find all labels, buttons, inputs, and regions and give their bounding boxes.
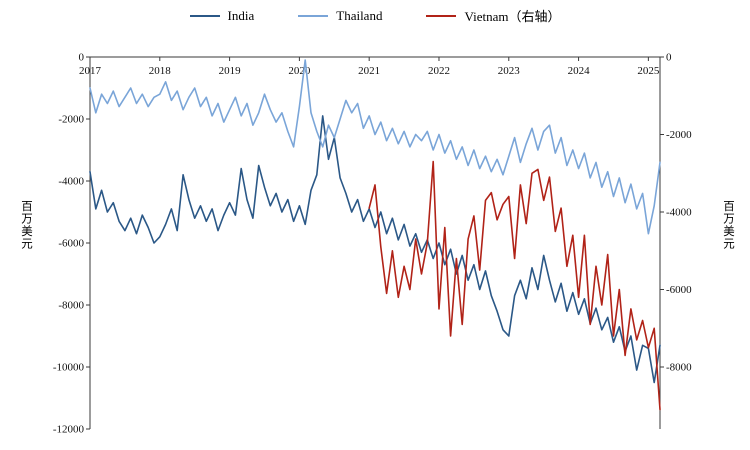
x-axis-tick-label: 2023 (498, 65, 521, 77)
right-axis-title: 百万美元 (722, 200, 734, 250)
x-axis-tick-label: 2021 (358, 65, 380, 77)
x-axis-tick-label: 2020 (288, 65, 311, 77)
legend-line-swatch-thailand (298, 14, 329, 17)
legend-item-vietnam: Vietnam（右轴） (426, 6, 560, 25)
left-axis-tick-label: 0 (79, 52, 85, 64)
right-axis-tick-label: -4000 (666, 207, 692, 219)
right-axis-tick-label: -6000 (666, 284, 692, 296)
right-axis-tick-label: -8000 (666, 362, 692, 374)
legend-label-india: India (227, 7, 255, 23)
x-axis-tick-label: 2024 (568, 65, 591, 77)
left-axis-tick-label: -10000 (53, 362, 85, 374)
legend-label-thailand: Thailand (336, 7, 383, 23)
series-line-vietnam (368, 160, 661, 411)
right-axis-tick-label: 0 (666, 52, 672, 64)
left-axis-title: 百万美元 (20, 200, 32, 250)
legend-item-india: India (189, 7, 255, 24)
left-axis-tick-label: -6000 (58, 238, 84, 250)
x-axis-tick-label: 2017 (79, 65, 102, 77)
x-axis-tick-label: 2022 (428, 65, 450, 77)
legend-line-swatch-vietnam (426, 14, 457, 17)
series-line-thailand (89, 59, 661, 235)
x-axis-tick-label: 2025 (637, 65, 660, 77)
left-axis-tick-label: -2000 (58, 114, 84, 126)
series-line-india (89, 115, 661, 384)
legend-item-thailand: Thailand (298, 8, 382, 24)
chart-legend: India Thailand Vietnam（右轴） (0, 6, 750, 25)
legend-label-vietnam: Vietnam（右轴） (464, 9, 561, 24)
legend-line-swatch-india (189, 14, 220, 17)
left-axis-tick-label: -8000 (58, 300, 84, 312)
right-axis-tick-label: -2000 (666, 129, 692, 141)
left-axis-tick-label: -4000 (58, 176, 84, 188)
left-axis-tick-label: -12000 (53, 424, 85, 436)
x-axis-tick-label: 2018 (149, 65, 172, 77)
x-axis-tick-label: 2019 (219, 65, 242, 77)
